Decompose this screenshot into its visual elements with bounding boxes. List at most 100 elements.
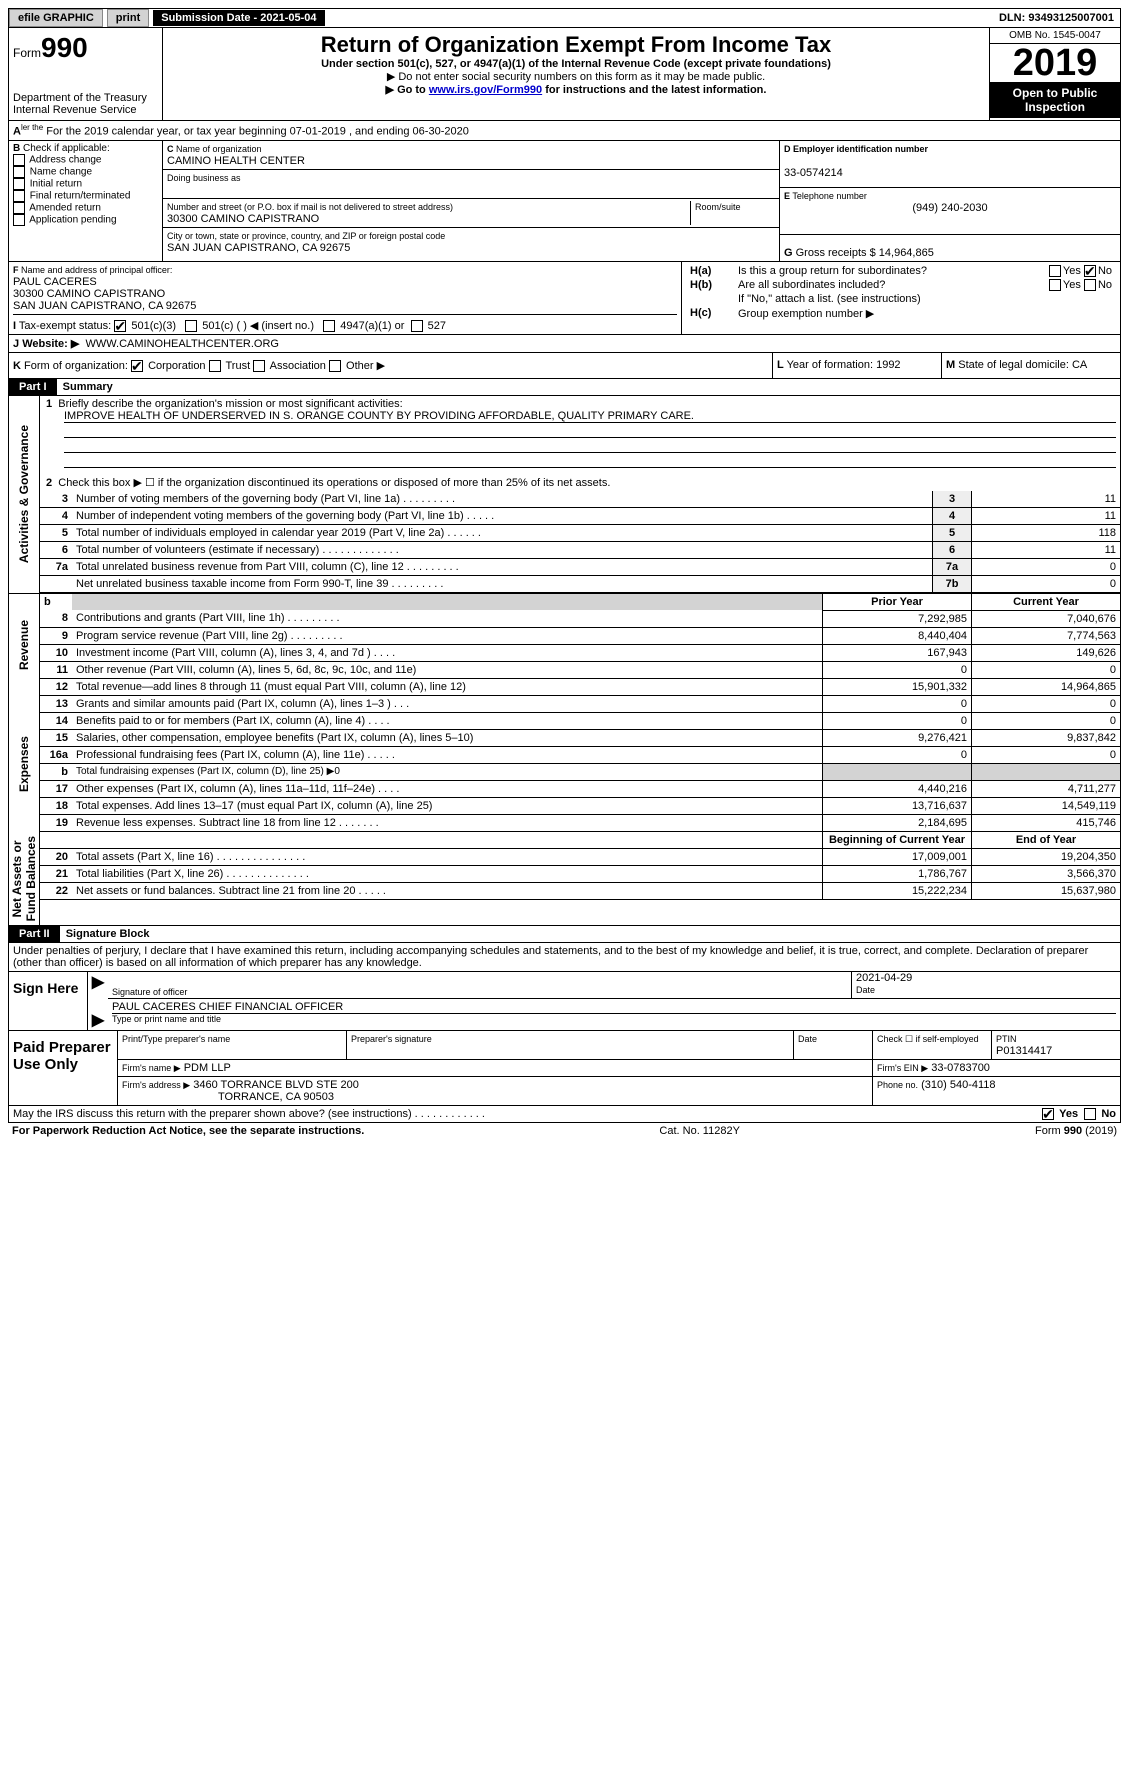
row-a: Aler the For the 2019 calendar year, or … (8, 121, 1121, 141)
side-ag: Activities & Governance (17, 421, 31, 567)
irs-label: Internal Revenue Service (13, 104, 158, 116)
hb-no-checkbox[interactable] (1084, 279, 1096, 291)
ha-no-checkbox[interactable] (1084, 265, 1096, 277)
opt-527: 527 (428, 320, 446, 332)
year-formation: 1992 (876, 359, 900, 371)
check-item: Address change (13, 154, 158, 166)
corp-checkbox[interactable] (131, 360, 143, 372)
footer-mid: Cat. No. 11282Y (659, 1125, 740, 1137)
side-exp: Expenses (17, 732, 31, 796)
officer-addr1: 30300 CAMINO CAPISTRANO (13, 288, 165, 300)
hc-question: Group exemption number ▶ (734, 306, 1116, 321)
part2-label: Part II (9, 926, 60, 942)
sign-here-label: Sign Here (9, 972, 88, 1030)
officer-addr2: SAN JUAN CAPISTRANO, CA 92675 (13, 300, 196, 312)
officer-name: PAUL CACERES (13, 276, 97, 288)
opt-4947: 4947(a)(1) or (340, 320, 404, 332)
form-org-label: Form of organization: (24, 360, 128, 372)
domicile: CA (1072, 359, 1087, 371)
goto-prefix: ▶ Go to (386, 84, 429, 96)
top-toolbar: efile GRAPHIC print Submission Date - 20… (8, 8, 1121, 28)
phone-label: Telephone number (792, 191, 867, 201)
opt-trust: Trust (225, 360, 250, 372)
mission-text: IMPROVE HEALTH OF UNDERSERVED IN S. ORAN… (64, 410, 1116, 423)
footer-left: For Paperwork Reduction Act Notice, see … (12, 1125, 364, 1137)
expenses-section: Expenses 13Grants and similar amounts pa… (8, 696, 1121, 832)
activities-governance: Activities & Governance 1 Briefly descri… (8, 396, 1121, 593)
tax-period: For the 2019 calendar year, or tax year … (46, 126, 469, 138)
form-header: Form990 Department of the Treasury Inter… (8, 28, 1121, 121)
dln: DLN: 93493125007001 (999, 12, 1120, 24)
room-label: Room/suite (695, 202, 741, 212)
sig-officer-label: Signature of officer (112, 987, 187, 997)
trust-checkbox[interactable] (209, 360, 221, 372)
opt-other: Other ▶ (346, 360, 385, 372)
501c-checkbox[interactable] (185, 320, 197, 332)
part2-title: Signature Block (66, 928, 150, 940)
form-number: 990 (41, 32, 88, 63)
form-title: Return of Organization Exempt From Incom… (167, 32, 985, 58)
revenue-section: Revenue bPrior YearCurrent Year8Contribu… (8, 593, 1121, 696)
row-klm: K Form of organization: Corporation Trus… (8, 353, 1121, 379)
discuss-yes-checkbox[interactable] (1042, 1108, 1054, 1120)
year-formation-label: Year of formation: (787, 359, 873, 371)
irs-link[interactable]: www.irs.gov/Form990 (429, 84, 542, 96)
hb-label: H(b) (690, 279, 712, 291)
discuss-no: No (1101, 1108, 1116, 1120)
ha-yes-checkbox[interactable] (1049, 265, 1061, 277)
ptin-label: PTIN (996, 1034, 1017, 1044)
entity-section: B Check if applicable: Address change Na… (8, 141, 1121, 262)
opt-corp: Corporation (148, 360, 205, 372)
hb-question: Are all subordinates included? (734, 278, 998, 292)
officer-section: F Name and address of principal officer:… (8, 262, 1121, 335)
footer: For Paperwork Reduction Act Notice, see … (8, 1123, 1121, 1139)
paid-preparer-label: Paid Preparer Use Only (9, 1031, 118, 1105)
self-employed-label: Check ☐ if self-employed (877, 1034, 979, 1044)
officer-print-name: PAUL CACERES CHIEF FINANCIAL OFFICER (112, 1001, 343, 1013)
open-public: Open to Public (1013, 86, 1098, 100)
website-value: WWW.CAMINOHEALTHCENTER.ORG (85, 338, 279, 350)
org-name: CAMINO HEALTH CENTER (167, 155, 305, 167)
discuss-no-checkbox[interactable] (1084, 1108, 1096, 1120)
dept-treasury: Department of the Treasury (13, 92, 158, 104)
gross-label: Gross receipts $ (796, 247, 876, 259)
part1-label: Part I (9, 379, 57, 395)
declaration: Under penalties of perjury, I declare th… (8, 943, 1121, 972)
subtitle-1: Under section 501(c), 527, or 4947(a)(1)… (167, 58, 985, 70)
street-address: 30300 CAMINO CAPISTRANO (167, 213, 319, 225)
discuss-yes: Yes (1059, 1108, 1078, 1120)
q2-label: Check this box ▶ ☐ if the organization d… (58, 477, 610, 489)
side-na: Net Assets or Fund Balances (10, 832, 38, 925)
preparer-date-label: Date (798, 1034, 817, 1044)
sign-here-row: Sign Here ▶▶ Signature of officer 2021-0… (8, 972, 1121, 1031)
opt-501c3: 501(c)(3) (131, 320, 176, 332)
inspection: Inspection (1025, 100, 1085, 114)
check-item: Initial return (13, 178, 158, 190)
print-button[interactable]: print (107, 9, 149, 27)
firm-name: PDM LLP (184, 1062, 231, 1074)
501c3-checkbox[interactable] (114, 320, 126, 332)
assoc-checkbox[interactable] (253, 360, 265, 372)
other-checkbox[interactable] (329, 360, 341, 372)
hb-yes-checkbox[interactable] (1049, 279, 1061, 291)
phone-value: (949) 240-2030 (784, 202, 1116, 214)
side-rev: Revenue (17, 616, 31, 674)
website-label: Website: ▶ (22, 338, 79, 350)
check-item: Final return/terminated (13, 190, 158, 202)
footer-right-pre: Form (1035, 1125, 1064, 1137)
submission-date: Submission Date - 2021-05-04 (153, 10, 324, 26)
subtitle-2: ▶ Do not enter social security numbers o… (167, 70, 985, 83)
opt-501c: 501(c) ( ) ◀ (insert no.) (202, 320, 314, 332)
4947-checkbox[interactable] (323, 320, 335, 332)
sig-date: 2021-04-29 (856, 972, 912, 984)
sig-date-label: Date (856, 985, 875, 995)
efile-button[interactable]: efile GRAPHIC (9, 9, 103, 27)
form-word: Form (13, 46, 41, 60)
discuss-question: May the IRS discuss this return with the… (13, 1108, 1042, 1120)
officer-label: Name and address of principal officer: (21, 265, 172, 275)
goto-suffix: for instructions and the latest informat… (542, 84, 766, 96)
firm-phone-label: Phone no. (877, 1080, 918, 1090)
527-checkbox[interactable] (411, 320, 423, 332)
footer-form: 990 (1064, 1125, 1082, 1137)
firm-ein: 33-0783700 (931, 1062, 990, 1074)
